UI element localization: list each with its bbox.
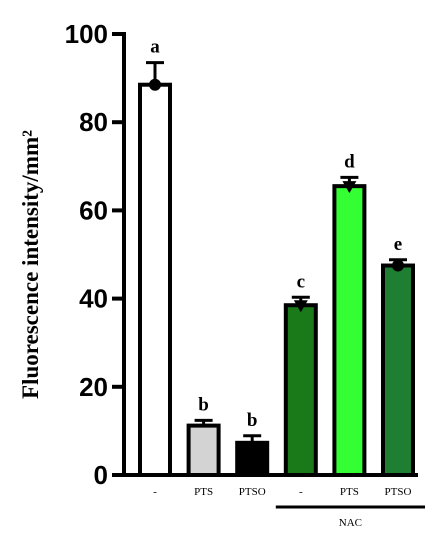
bar-group: a	[138, 37, 172, 477]
x-category-label: PTSO	[239, 486, 266, 498]
mean-marker-triangle	[342, 181, 357, 194]
x-category-label: -	[153, 486, 157, 498]
mean-marker-circle	[149, 78, 161, 91]
bar	[138, 82, 172, 477]
significance-label: b	[198, 394, 209, 415]
bar	[332, 184, 367, 478]
significance-label: e	[394, 234, 402, 255]
mean-marker-triangle	[293, 300, 308, 313]
significance-label: a	[150, 37, 160, 58]
y-tick-label: 40	[79, 284, 108, 314]
bar	[186, 423, 221, 477]
x-category-label: -	[299, 486, 303, 498]
y-tick-label: 20	[79, 372, 108, 402]
significance-label: d	[344, 151, 355, 172]
group-label: NAC	[339, 517, 362, 529]
bar	[283, 303, 318, 477]
x-category-label: PTS	[340, 486, 359, 498]
bar-group: b	[186, 394, 221, 477]
y-axis-label: Fluorescence intensity/mm²	[18, 130, 43, 399]
x-category-label: PTS	[194, 486, 213, 498]
bar-group: d	[332, 151, 367, 478]
bars: a b b c d e	[138, 37, 415, 478]
group-brackets: NAC	[275, 505, 425, 529]
mean-marker-circle	[392, 259, 404, 272]
bar-group: c	[283, 271, 318, 477]
bar-group: e	[381, 234, 415, 477]
y-tick-label: 0	[94, 460, 108, 490]
y-ticks: 0 20 40 60 80 100	[65, 19, 124, 490]
category-labels: - PTS PTSO - PTS PTSO	[153, 486, 411, 498]
significance-label: c	[297, 271, 305, 292]
x-category-label: PTSO	[385, 486, 412, 498]
y-tick-label: 60	[79, 195, 108, 225]
y-tick-label: 100	[65, 19, 108, 49]
significance-label: b	[247, 410, 258, 431]
bar-group: b	[235, 410, 270, 478]
bar	[381, 263, 415, 477]
bar	[235, 440, 270, 478]
y-tick-label: 80	[79, 107, 108, 137]
